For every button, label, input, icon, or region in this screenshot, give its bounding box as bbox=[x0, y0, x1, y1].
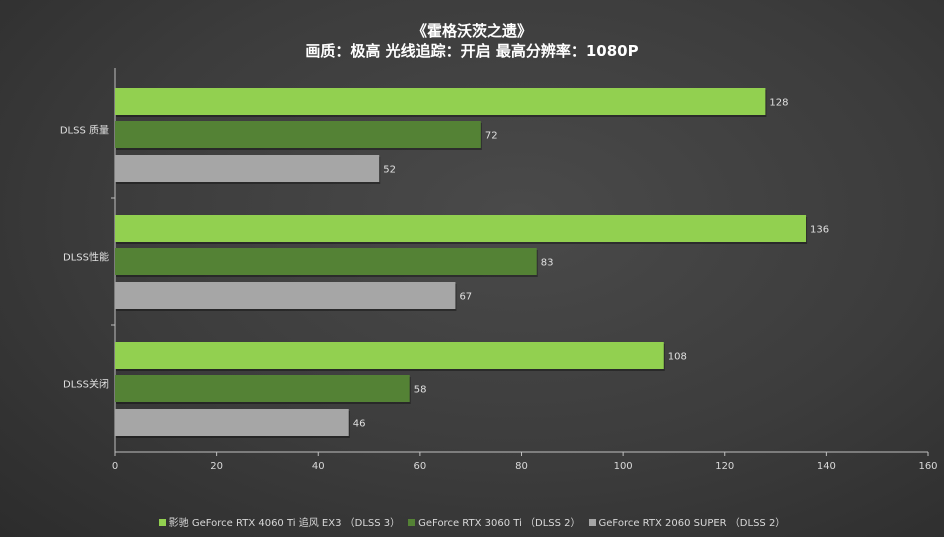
data-label: 83 bbox=[541, 258, 554, 269]
bar bbox=[115, 121, 481, 148]
data-label: 128 bbox=[769, 98, 788, 109]
bar bbox=[115, 155, 380, 182]
bar bbox=[115, 375, 410, 402]
legend-label: GeForce RTX 2060 SUPER （DLSS 2） bbox=[598, 518, 786, 529]
x-tick-label: 120 bbox=[715, 461, 734, 472]
x-tick-label: 160 bbox=[918, 461, 937, 472]
legend-item: GeForce RTX 3060 Ti （DLSS 2） bbox=[408, 514, 581, 529]
chart-subtitle: 画质：极高 光线追踪：开启 最高分辨率：1080P bbox=[305, 42, 639, 60]
bar bbox=[115, 409, 349, 436]
x-tick-label: 20 bbox=[210, 461, 223, 472]
bar bbox=[115, 248, 537, 275]
bar bbox=[115, 88, 766, 115]
x-tick-label: 0 bbox=[112, 461, 118, 472]
x-tick-label: 100 bbox=[614, 461, 633, 472]
data-label: 58 bbox=[414, 385, 427, 396]
data-label: 108 bbox=[668, 352, 687, 363]
data-label: 52 bbox=[383, 165, 396, 176]
x-tick-label: 80 bbox=[515, 461, 528, 472]
data-label: 46 bbox=[353, 419, 366, 430]
legend-swatch bbox=[408, 519, 416, 526]
category-label: DLSS性能 bbox=[63, 251, 109, 264]
x-tick-label: 40 bbox=[312, 461, 325, 472]
data-label: 72 bbox=[485, 131, 498, 142]
legend: 影驰 GeForce RTX 4060 Ti 追风 EX3 （DLSS 3） Ge… bbox=[0, 514, 944, 529]
legend-swatch bbox=[158, 519, 166, 526]
x-tick-label: 60 bbox=[414, 461, 427, 472]
legend-item: 影驰 GeForce RTX 4060 Ti 追风 EX3 （DLSS 3） bbox=[158, 514, 401, 529]
legend-swatch bbox=[588, 519, 596, 526]
legend-label: 影驰 GeForce RTX 4060 Ti 追风 EX3 （DLSS 3） bbox=[168, 518, 401, 529]
bar bbox=[115, 215, 807, 242]
chart-title: 《霍格沃茨之遗》 bbox=[411, 22, 532, 40]
data-label: 136 bbox=[810, 225, 829, 236]
x-tick-label: 140 bbox=[817, 461, 836, 472]
bar bbox=[115, 342, 664, 369]
legend-label: GeForce RTX 3060 Ti （DLSS 2） bbox=[418, 518, 581, 529]
legend-item: GeForce RTX 2060 SUPER （DLSS 2） bbox=[588, 514, 786, 529]
bar bbox=[115, 282, 456, 309]
category-label: DLSS 质量 bbox=[60, 125, 109, 137]
category-label: DLSS关闭 bbox=[63, 378, 109, 391]
data-label: 67 bbox=[459, 292, 472, 303]
